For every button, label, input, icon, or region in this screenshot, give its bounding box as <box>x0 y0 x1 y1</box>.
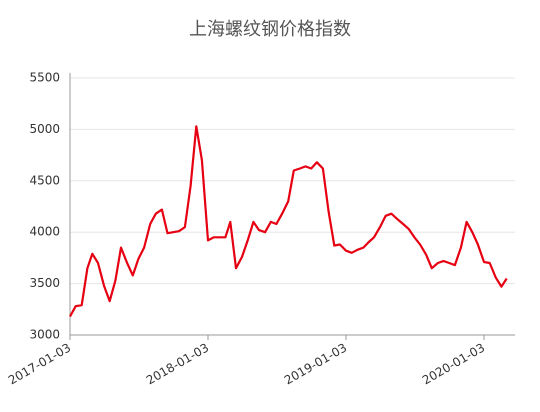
x-tick-label: 2018-01-03 <box>144 341 211 388</box>
x-tick-label: 2020-01-03 <box>420 341 487 388</box>
y-tick-label: 5000 <box>29 122 60 136</box>
y-tick-label: 3500 <box>29 276 60 290</box>
y-tick-label: 4000 <box>29 225 60 239</box>
line <box>69 125 508 318</box>
x-tick-label: 2019-01-03 <box>282 341 349 388</box>
chart-title: 上海螺纹钢价格指数 <box>189 19 351 40</box>
x-tick-label: 2017-01-03 <box>6 341 73 388</box>
y-tick-label: 4500 <box>29 173 60 187</box>
y-tick-label: 3000 <box>29 328 60 342</box>
y-tick-label: 5500 <box>29 71 60 85</box>
